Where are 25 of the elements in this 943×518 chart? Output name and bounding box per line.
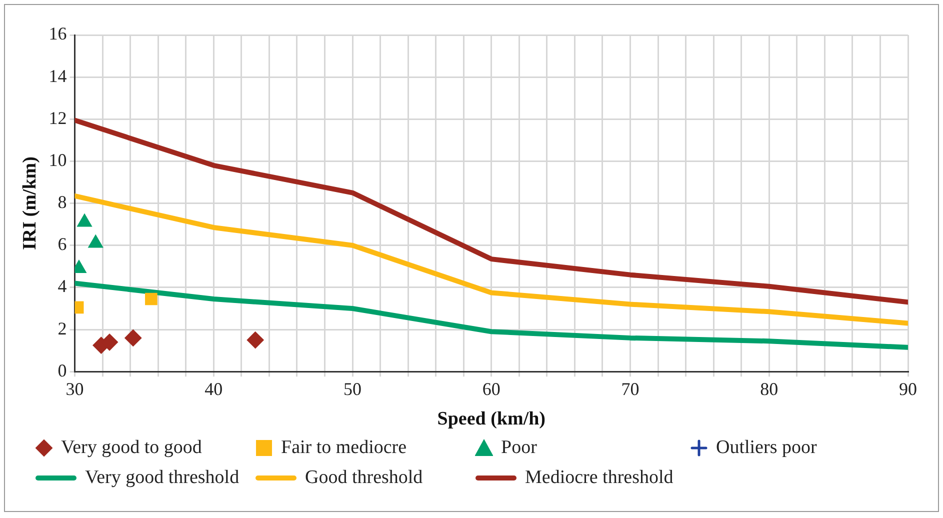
- y-tick-label: 10: [48, 150, 67, 170]
- y-tick-label: 0: [58, 360, 67, 380]
- y-tick-label: 8: [58, 192, 67, 212]
- y-tick-label: 14: [48, 66, 67, 86]
- x-tick-label: 90: [899, 379, 917, 400]
- y-tick-label: 6: [58, 234, 67, 254]
- legend-label: Mediocre threshold: [525, 467, 674, 489]
- x-axis-title: Speed (km/h): [437, 408, 546, 430]
- legend-label: Fair to mediocre: [281, 437, 407, 459]
- y-tick-label: 2: [58, 318, 67, 338]
- y-tick-label: 4: [58, 276, 67, 296]
- legend-label: Good threshold: [305, 467, 423, 489]
- x-tick-label: 40: [204, 379, 223, 400]
- x-tick-label: 70: [621, 379, 640, 400]
- x-tick-label: 80: [760, 379, 778, 400]
- legend-label: Very good threshold: [85, 467, 240, 489]
- x-tick-label: 50: [344, 379, 362, 400]
- legend-label: Poor: [501, 437, 537, 459]
- legend-label: Very good to good: [61, 437, 202, 459]
- x-tick-label: 30: [66, 379, 84, 400]
- y-tick-label: 16: [48, 24, 67, 44]
- legend-label: Outliers poor: [716, 437, 817, 459]
- x-tick-label: 60: [482, 379, 500, 400]
- y-tick-label: 12: [48, 108, 67, 128]
- y-axis-title: IRI (m/km): [19, 156, 40, 250]
